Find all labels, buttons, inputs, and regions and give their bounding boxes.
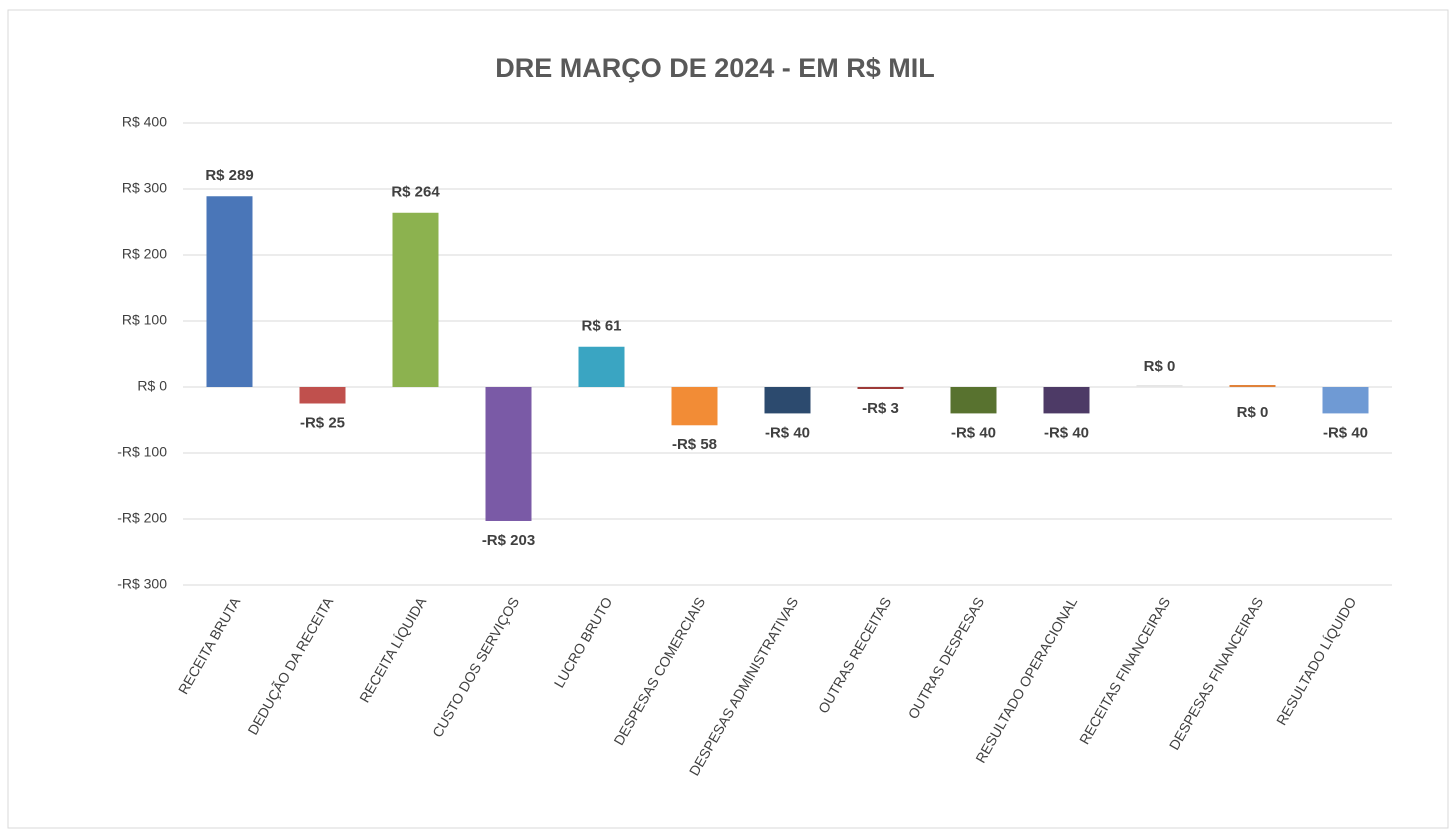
data-label: -R$ 203	[482, 532, 535, 549]
y-tick-label: R$ 400	[122, 114, 167, 130]
y-tick-label: R$ 0	[137, 378, 167, 394]
data-label: R$ 289	[205, 167, 253, 184]
bar	[950, 387, 997, 414]
bar	[671, 387, 718, 426]
bar	[1322, 387, 1369, 414]
y-tick-label: R$ 200	[122, 246, 167, 262]
bar	[206, 196, 253, 387]
data-label: -R$ 58	[672, 436, 717, 453]
data-label: -R$ 40	[765, 424, 810, 441]
y-tick-label: -R$ 300	[117, 576, 167, 592]
data-label: R$ 0	[1144, 358, 1176, 375]
data-label: -R$ 25	[300, 414, 345, 431]
bar	[299, 387, 346, 404]
bar	[1043, 387, 1090, 414]
bar	[857, 387, 904, 389]
chart-frame	[7, 9, 1449, 829]
bar	[485, 387, 532, 521]
bar	[578, 346, 625, 387]
data-label: -R$ 40	[1044, 424, 1089, 441]
data-label: R$ 264	[391, 184, 440, 201]
data-label: -R$ 40	[1323, 424, 1368, 441]
y-tick-label: -R$ 200	[117, 510, 167, 526]
bar	[1229, 385, 1276, 387]
y-tick-label: R$ 300	[122, 180, 167, 196]
data-label: -R$ 3	[862, 400, 899, 417]
y-tick-label: -R$ 100	[117, 444, 167, 460]
bar	[764, 387, 811, 414]
data-label: -R$ 40	[951, 424, 996, 441]
bar	[1136, 385, 1183, 387]
y-tick-label: R$ 100	[122, 312, 167, 328]
data-label: R$ 0	[1237, 404, 1269, 421]
chart-title: DRE MARÇO DE 2024 - EM R$ MIL	[495, 53, 935, 83]
data-label: R$ 61	[581, 318, 621, 335]
bar	[392, 212, 439, 387]
